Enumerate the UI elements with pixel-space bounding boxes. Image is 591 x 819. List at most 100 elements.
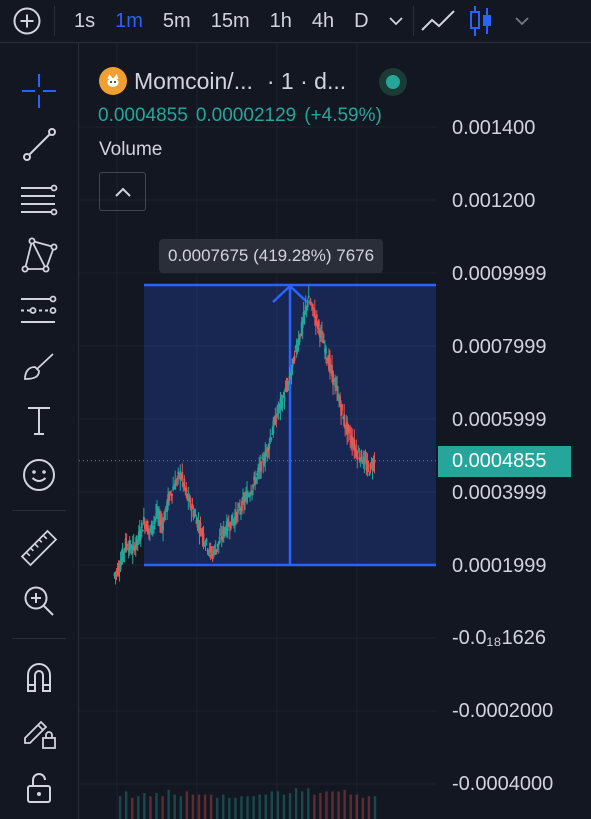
volume-bar [325,791,328,819]
candle-body [367,465,370,467]
candle-body [190,509,193,512]
unlock-icon[interactable] [14,765,64,809]
timeframe-1h[interactable]: 1h [269,9,292,32]
candle-body [230,514,233,526]
fib-retracement-icon[interactable] [14,178,64,222]
candle-body [180,476,183,480]
candle-body [205,538,208,542]
candle-body [355,449,358,457]
price-axis-tick: 0.0007999 [452,336,547,358]
candle-body [315,314,318,319]
candle-body [196,518,199,528]
candle-body [223,528,226,533]
candle-body [318,330,321,338]
candle-body [292,358,295,364]
text-icon[interactable] [14,398,64,442]
pattern-icon[interactable] [14,233,64,277]
candle-body [304,305,307,311]
candle-body [243,498,245,505]
interval-label: · 1 · d... [266,67,347,94]
candle-body [362,456,365,464]
chevron-down-icon[interactable] [379,0,413,42]
candle-body [311,304,314,310]
candle-body [194,514,197,516]
candle-body [187,495,190,500]
volume-bar [307,788,310,819]
candle-body [203,542,206,544]
trend-line-icon[interactable] [14,122,64,166]
prediction-icon[interactable] [14,289,64,333]
price-axis-tick: 0.0005999 [452,409,547,431]
candle-body [257,467,260,473]
candlestick-icon[interactable] [462,0,500,42]
ruler-icon[interactable] [14,526,64,570]
timeframe-1s[interactable]: 1s [74,9,96,32]
volume-bar [191,794,195,819]
candle-body [195,520,198,524]
change-percent: (+4.59%) [304,105,382,126]
candle-body [313,310,316,317]
candle-body [279,398,282,410]
line-chart-icon[interactable] [414,0,462,42]
candle-body [352,446,355,448]
candle-body [158,513,160,517]
chart-pane[interactable]: Momcoin/... · 1 · d... 0.0004855 0.000021… [79,43,591,819]
volume-indicator-label[interactable]: Volume [99,139,163,160]
candle-body [121,547,124,562]
candle-body [192,510,195,518]
brush-icon[interactable] [14,344,64,388]
candle-body [207,551,210,553]
candle-body [332,370,334,385]
chevron-down-icon[interactable] [506,0,538,42]
change-value: 0.00002129 [195,105,297,126]
symbol-name[interactable]: Momcoin/... [134,67,253,94]
candle-body [237,508,239,514]
candle-body [184,487,187,492]
timeframe-15m[interactable]: 15m [210,9,250,32]
plus-circle-icon[interactable] [0,0,54,42]
candle-body [201,530,204,537]
volume-bar [288,793,292,819]
zoom-in-icon[interactable] [14,579,64,623]
candle-body [347,423,350,433]
timeframe-d[interactable]: D [354,9,369,32]
magnet-icon[interactable] [14,655,64,699]
candle-body [288,376,291,381]
candle-body [214,548,217,555]
price-axis-tick: -0.0002000 [452,700,554,722]
timeframe-5m[interactable]: 5m [162,9,191,32]
timeframe-1m[interactable]: 1m [115,9,143,32]
candle-body [134,544,137,549]
candle-body [183,478,186,487]
legend-title[interactable]: Momcoin/... · 1 · d... [99,67,407,96]
candle-body [193,514,196,516]
candle-body [173,488,176,490]
collapse-legend-button[interactable] [99,172,146,211]
candle-body [268,443,271,450]
toolbar-divider [12,510,66,511]
candle-body [126,548,129,550]
candle-body [146,525,149,534]
candle-body [225,521,228,535]
lock-drawing-icon[interactable] [14,709,64,753]
volume-bar [264,794,267,819]
candle-body [116,568,119,575]
volume-bar [331,791,334,819]
candle-body [334,382,336,387]
crosshair-icon[interactable] [14,69,64,113]
chart-canvas[interactable] [79,43,591,819]
candle-body [328,355,330,371]
measure-tooltip: 0.0007675 (419.28%) 7676 [159,239,384,273]
candle-body [267,446,270,451]
volume-bar [270,791,274,819]
candle-body [345,423,348,428]
candle-body [337,393,339,399]
candle-body [329,358,331,370]
candle-body [248,495,250,497]
timeframe-4h[interactable]: 4h [311,9,335,32]
emoji-icon[interactable] [14,453,64,497]
candle-body [202,533,205,542]
legend-values: 0.0004855 0.00002129 (+4.59%) [98,105,390,127]
candle-body [139,534,142,540]
candle-body [251,490,253,494]
